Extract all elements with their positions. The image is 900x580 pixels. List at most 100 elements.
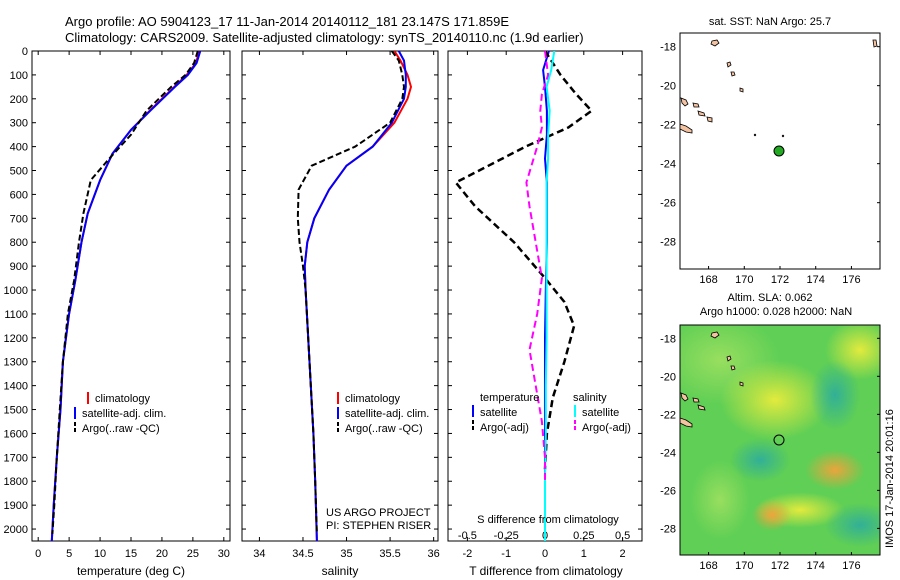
sla-map-title-line2: Argo h1000: 0.028 h2000: NaN	[700, 306, 852, 318]
island-shape	[753, 133, 757, 137]
temperature-panel-frame	[31, 50, 231, 542]
legend-temperature-heading: temperature	[480, 392, 539, 404]
map-y-tick-label: -26	[660, 485, 676, 497]
t-argo-diff-line	[453, 51, 594, 470]
island-shape	[697, 404, 706, 411]
island-shape	[730, 71, 736, 77]
difference-x-tick-label: -1	[501, 548, 511, 560]
map-y-tick-label: -24	[660, 447, 676, 459]
difference-x-tick-label: 2	[620, 548, 626, 560]
depth-tick-label: 1700	[4, 452, 28, 464]
depth-tick-label: 1000	[4, 285, 28, 297]
legend-t-satellite-label: satellite	[480, 407, 517, 419]
depth-tick-label: 1200	[4, 333, 28, 345]
difference-profiles	[453, 51, 594, 541]
salinity-xlabel: salinity	[322, 564, 359, 578]
temperature-x-tick-label: 25	[187, 548, 199, 560]
salinity-legend: climatology satellite-adj. clim. Argo(..…	[326, 392, 431, 532]
sla-field-blob	[805, 450, 865, 490]
map-y-tick-label: -28	[660, 237, 676, 249]
sla-map-axes: 168 170 172 174 176 -18 -20 -22 -24 -26 -28	[660, 333, 880, 572]
temperature-x-tick-label: 20	[156, 548, 168, 560]
salinity-x-tick-label: 35	[340, 548, 352, 560]
map-x-tick-label: 176	[842, 560, 860, 572]
temperature-x-tick-label: 0	[35, 548, 41, 560]
depth-tick-label: 1300	[4, 357, 28, 369]
depth-tick-label: 1900	[4, 500, 28, 512]
sla-field-blob	[690, 460, 750, 540]
s-difference-xlabel: S difference from climatology	[477, 514, 619, 526]
island-shape	[692, 102, 700, 108]
map-y-tick-label: -22	[660, 120, 676, 132]
depth-tick-label: 800	[10, 237, 28, 249]
legend-climatology-label: climatology	[95, 393, 151, 405]
legend-t-argo-label: Argo(-adj)	[480, 422, 529, 434]
depth-tick-label: 100	[10, 70, 28, 82]
sst-map-axes: 168 170 172 174 176 -18 -20 -22 -24 -26 -28	[660, 42, 880, 286]
satellite-adj-line	[50, 51, 202, 541]
salinity-profiles	[296, 51, 413, 541]
sst-map-islands	[679, 39, 878, 138]
island-shape	[706, 116, 713, 123]
s-argo-diff-line	[525, 51, 550, 482]
temperature-x-tick-label: 30	[218, 548, 230, 560]
map-y-tick-label: -18	[660, 333, 676, 345]
depth-tick-label: 400	[10, 142, 28, 154]
argo-float-marker	[773, 434, 785, 446]
depth-tick-label: 2000	[4, 524, 28, 536]
map-y-tick-label: -20	[660, 81, 676, 93]
depth-tick-label: 1400	[4, 381, 28, 393]
salinity-panel-frame	[241, 50, 439, 542]
satellite-adj-line	[303, 51, 407, 541]
depth-tick-label: 1100	[4, 309, 28, 321]
map-x-tick-label: 168	[699, 560, 717, 572]
island-shape	[679, 123, 693, 134]
credit-project: US ARGO PROJECT	[326, 507, 431, 519]
s-difference-tick-label: 0.25	[573, 530, 594, 542]
island-shape	[726, 61, 732, 68]
depth-tick-label: 200	[10, 94, 28, 106]
difference-legend: temperature salinity satellite Argo(-adj…	[472, 392, 631, 434]
legend-satellite-label: satellite-adj. clim.	[345, 408, 429, 420]
sst-map	[679, 32, 881, 270]
temperature-legend: climatology satellite-adj. clim. Argo(..…	[74, 392, 166, 435]
depth-tick-label: 0	[22, 46, 28, 58]
map-y-tick-label: -20	[660, 371, 676, 383]
depth-tick-label: 900	[10, 261, 28, 273]
depth-tick-label: 1600	[4, 428, 28, 440]
map-x-tick-label: 172	[771, 274, 789, 286]
sla-field-blob	[752, 499, 792, 531]
island-shape	[710, 331, 720, 339]
temperature-profiles	[50, 51, 202, 541]
map-y-tick-label: -22	[660, 409, 676, 421]
climatology-line	[303, 51, 413, 541]
depth-tick-label: 1800	[4, 476, 28, 488]
sla-field-blob	[810, 360, 860, 430]
temperature-x-axis: 0 5 10 15 20 25 30	[35, 51, 230, 560]
island-shape	[781, 134, 785, 138]
depth-tick-label: 500	[10, 166, 28, 178]
salinity-x-tick-label: 36	[428, 548, 440, 560]
map-x-tick-label: 170	[735, 560, 753, 572]
legend-satellite-label: satellite-adj. clim.	[82, 408, 166, 420]
sst-map-title: sat. SST: NaN Argo: 25.7	[709, 16, 831, 28]
sla-field-blob	[720, 360, 830, 440]
credit-pi: PI: STEPHEN RISER	[326, 520, 431, 532]
map-x-tick-label: 172	[771, 560, 789, 572]
island-shape	[739, 87, 744, 93]
argo-line	[296, 51, 406, 534]
legend-argo-label: Argo(..raw -QC)	[82, 423, 160, 435]
legend-s-argo-label: Argo(-adj)	[582, 422, 631, 434]
s-difference-tick-label: 0.5	[615, 530, 630, 542]
island-shape	[697, 110, 706, 117]
depth-axis: 0 100 200 300 400 500 600 700 800 900 1000 1100 1200…	[4, 46, 642, 536]
island-shape	[692, 397, 700, 403]
argo-line	[51, 51, 199, 534]
salinity-x-axis: 34 34.5 35 35.5 36	[253, 51, 440, 560]
temperature-xlabel: temperature (deg C)	[77, 564, 185, 578]
t-difference-xlabel: T difference from climatology	[469, 564, 623, 578]
map-x-tick-label: 176	[842, 274, 860, 286]
difference-x-tick-label: 0	[542, 548, 548, 560]
depth-tick-label: 700	[10, 213, 28, 225]
